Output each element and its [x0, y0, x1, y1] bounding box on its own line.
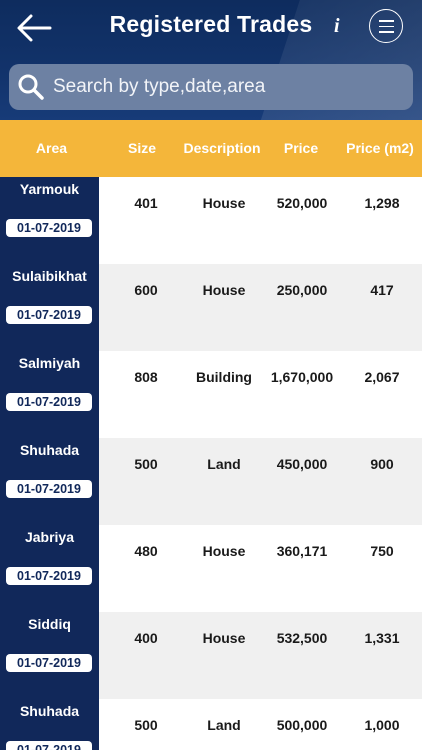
search-icon: [18, 74, 44, 100]
date-badge: 01-07-2019: [6, 567, 92, 585]
description-cell: Land: [207, 717, 241, 733]
description-cell: House: [202, 630, 246, 646]
hamburger-menu-icon[interactable]: [369, 9, 403, 43]
description-cell: House: [202, 543, 246, 559]
area-name: Salmiyah: [18, 355, 81, 371]
price-cell: 450,000: [276, 456, 328, 472]
area-cell: Sulaibikhat 01-07-2019: [0, 264, 99, 351]
column-header-price[interactable]: Price: [283, 140, 319, 156]
date-badge: 01-07-2019: [6, 654, 92, 672]
app-header: Registered Trades i: [0, 0, 422, 120]
page-title: Registered Trades: [109, 11, 313, 37]
description-cell: House: [202, 282, 246, 298]
area-cell: Siddiq 01-07-2019: [0, 612, 99, 699]
price-cell: 520,000: [276, 195, 328, 211]
date-badge: 01-07-2019: [6, 393, 92, 411]
price-m2-cell: 2,067: [364, 369, 400, 385]
area-name: Jabriya: [24, 529, 75, 545]
size-cell: 500: [134, 456, 158, 472]
table-row[interactable]: Shuhada 01-07-2019 500 Land 500,000 1,00…: [0, 699, 422, 750]
date-badge: 01-07-2019: [6, 480, 92, 498]
size-cell: 401: [134, 195, 158, 211]
price-m2-cell: 1,298: [364, 195, 400, 211]
description-cell: Land: [207, 456, 241, 472]
table-row[interactable]: Salmiyah 01-07-2019 808 Building 1,670,0…: [0, 351, 422, 438]
column-header-area[interactable]: Area: [35, 140, 68, 156]
area-name: Yarmouk: [19, 181, 80, 197]
menu-line: [379, 31, 394, 33]
table-row[interactable]: Yarmouk 01-07-2019 401 House 520,000 1,2…: [0, 177, 422, 264]
menu-line: [379, 25, 394, 27]
area-name: Sulaibikhat: [12, 268, 87, 284]
size-cell: 400: [134, 630, 158, 646]
price-cell: 532,500: [276, 630, 328, 646]
table-row[interactable]: Siddiq 01-07-2019 400 House 532,500 1,33…: [0, 612, 422, 699]
size-cell: 808: [134, 369, 158, 385]
area-name: Shuhada: [19, 703, 80, 719]
price-m2-cell: 1,331: [364, 630, 400, 646]
date-badge: 01-07-2019: [6, 219, 92, 237]
search-input[interactable]: [53, 64, 403, 110]
price-cell: 500,000: [276, 717, 328, 733]
price-m2-cell: 900: [370, 456, 394, 472]
price-cell: 1,670,000: [270, 369, 334, 385]
table-row[interactable]: Jabriya 01-07-2019 480 House 360,171 750: [0, 525, 422, 612]
table-header: Area Size Description Price Price (m2): [0, 120, 422, 177]
area-name: Shuhada: [19, 442, 80, 458]
price-cell: 360,171: [276, 543, 328, 559]
table-row[interactable]: Sulaibikhat 01-07-2019 600 House 250,000…: [0, 264, 422, 351]
price-m2-cell: 417: [370, 282, 394, 298]
size-cell: 480: [134, 543, 158, 559]
column-header-size[interactable]: Size: [127, 140, 156, 156]
back-button[interactable]: [14, 10, 56, 46]
area-cell: Yarmouk 01-07-2019: [0, 177, 99, 264]
price-m2-cell: 1,000: [364, 717, 400, 733]
area-cell: Shuhada 01-07-2019: [0, 699, 99, 750]
area-cell: Jabriya 01-07-2019: [0, 525, 99, 612]
table-row[interactable]: Shuhada 01-07-2019 500 Land 450,000 900: [0, 438, 422, 525]
area-name: Siddiq: [28, 616, 71, 632]
area-cell: Salmiyah 01-07-2019: [0, 351, 99, 438]
column-header-price-m2[interactable]: Price (m2): [346, 140, 414, 156]
description-cell: House: [202, 195, 246, 211]
description-cell: Building: [196, 369, 252, 385]
price-m2-cell: 750: [370, 543, 394, 559]
arrow-left-icon: [17, 14, 52, 42]
column-header-description[interactable]: Description: [183, 140, 261, 156]
info-icon[interactable]: i: [334, 15, 340, 37]
menu-line: [379, 20, 394, 22]
date-badge: 01-07-2019: [6, 306, 92, 324]
size-cell: 600: [134, 282, 158, 298]
size-cell: 500: [134, 717, 158, 733]
area-cell: Shuhada 01-07-2019: [0, 438, 99, 525]
search-bar[interactable]: [9, 64, 413, 110]
date-badge: 01-07-2019: [6, 741, 92, 750]
price-cell: 250,000: [276, 282, 328, 298]
